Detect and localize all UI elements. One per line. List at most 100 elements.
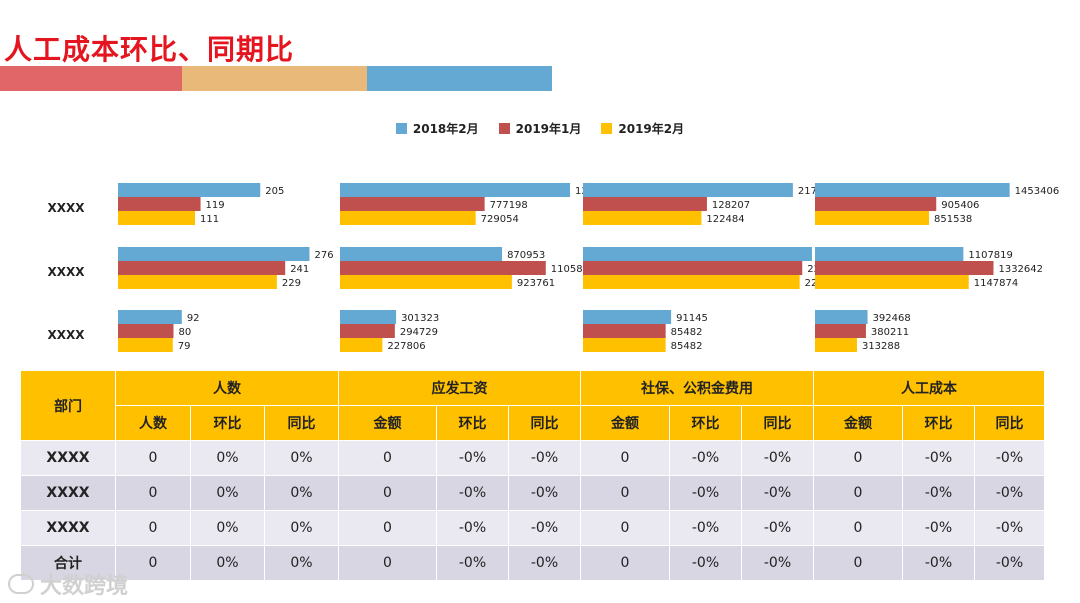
table-cell: 0%: [190, 545, 265, 581]
table-cell: 0: [115, 440, 191, 476]
table-cell: -0%: [741, 475, 814, 511]
table-cell: 0%: [264, 545, 339, 581]
data-label: 91145: [676, 313, 708, 324]
table-cell: 0: [580, 475, 670, 511]
table-cell: -0%: [508, 475, 581, 511]
table-cell: 0%: [264, 440, 339, 476]
sub-header: 环比: [436, 405, 509, 441]
chart-legend: 2018年2月 2019年1月 2019年2月: [0, 120, 1080, 137]
table-cell: -0%: [741, 440, 814, 476]
table-cell: -0%: [669, 475, 742, 511]
data-label: 1107819: [968, 250, 1013, 261]
bar: [583, 310, 672, 324]
row-label: XXXX: [47, 201, 85, 215]
table-cell: -0%: [974, 475, 1045, 511]
bar: [340, 324, 395, 338]
table-cell: 0: [338, 545, 437, 581]
bar: [340, 247, 503, 261]
data-label: 276: [314, 250, 333, 261]
data-label: 229: [282, 278, 301, 289]
dept-header: 部门: [20, 370, 116, 441]
data-label: 227806: [387, 341, 425, 352]
group-header: 应发工资: [338, 370, 581, 406]
bar: [118, 183, 261, 197]
table-cell: -0%: [669, 510, 742, 546]
table-cell: 0: [813, 475, 903, 511]
data-label: 923761: [517, 278, 555, 289]
row-header: XXXX: [20, 510, 116, 546]
table-cell: -0%: [974, 545, 1045, 581]
sub-header: 环比: [902, 405, 975, 441]
bar: [583, 275, 800, 289]
data-label: 85482: [671, 327, 703, 338]
bar: [118, 338, 173, 352]
table-cell: -0%: [669, 545, 742, 581]
row-header: 合计: [20, 545, 116, 581]
table-row: XXXX 0 0% 0% 0 -0% -0% 0 -0% -0% 0 -0% -0%: [20, 510, 1045, 546]
data-label: 92: [187, 313, 200, 324]
bar: [583, 211, 702, 225]
data-label: 111: [200, 214, 219, 225]
sub-header: 同比: [264, 405, 339, 441]
table-cell: -0%: [669, 440, 742, 476]
row-header: XXXX: [20, 475, 116, 511]
bar: [340, 197, 485, 211]
table-cell: -0%: [902, 440, 975, 476]
legend-item: 2018年2月: [395, 120, 479, 137]
bar: [815, 310, 868, 324]
sub-header: 同比: [974, 405, 1045, 441]
sub-header: 金额: [338, 405, 437, 441]
data-label: 294729: [400, 327, 438, 338]
table-row: XXXX 0 0% 0% 0 -0% -0% 0 -0% -0% 0 -0% -0%: [20, 475, 1045, 511]
legend-label: 2019年1月: [515, 122, 582, 136]
data-label: 119: [206, 200, 225, 211]
table-cell: -0%: [974, 510, 1045, 546]
bar: [583, 338, 666, 352]
bar: [815, 324, 866, 338]
bar: [340, 338, 383, 352]
title-decoration-red: [0, 66, 182, 91]
table-row: XXXX 0 0% 0% 0 -0% -0% 0 -0% -0% 0 -0% -0%: [20, 440, 1045, 476]
table-cell: 0: [580, 440, 670, 476]
data-label: 380211: [871, 327, 909, 338]
data-label: 122484: [706, 214, 744, 225]
bar: [583, 247, 812, 261]
table-cell: -0%: [902, 475, 975, 511]
data-label: 80: [179, 327, 192, 338]
data-label: 85482: [671, 341, 703, 352]
bar: [815, 211, 930, 225]
row-header: XXXX: [20, 440, 116, 476]
watermark: 大数跨境: [8, 568, 128, 600]
data-label: 79: [178, 341, 191, 352]
table-cell: 0: [813, 440, 903, 476]
data-label: 205: [265, 186, 284, 197]
sub-header: 同比: [741, 405, 814, 441]
bar: [118, 275, 277, 289]
table-cell: 0%: [264, 510, 339, 546]
bar: [815, 275, 969, 289]
watermark-logo-icon: [8, 574, 34, 594]
legend-swatch: [601, 123, 613, 134]
group-header: 社保、公积金费用: [580, 370, 814, 406]
sub-header: 同比: [508, 405, 581, 441]
bar: [118, 310, 182, 324]
group-header: 人数: [115, 370, 339, 406]
sub-header: 金额: [813, 405, 903, 441]
bar: [118, 211, 196, 225]
title-decoration-tan: [182, 66, 367, 91]
table-sub-header-row: 人数 环比 同比 金额 环比 同比 金额 环比 同比 金额 环比 同比: [21, 405, 1045, 441]
table-cell: -0%: [508, 440, 581, 476]
bar: [118, 247, 310, 261]
data-label: 1453406: [1015, 186, 1060, 197]
table-cell: 0: [580, 510, 670, 546]
bar: [340, 310, 397, 324]
sub-header: 金额: [580, 405, 670, 441]
bar: [118, 261, 286, 275]
table-cell: 0%: [264, 475, 339, 511]
legend-item: 2019年2月: [601, 120, 684, 137]
table-cell: -0%: [436, 545, 509, 581]
data-label: 1147874: [974, 278, 1019, 289]
data-label: 1332642: [998, 264, 1043, 275]
table-cell: 0: [813, 510, 903, 546]
table-cell: -0%: [436, 510, 509, 546]
